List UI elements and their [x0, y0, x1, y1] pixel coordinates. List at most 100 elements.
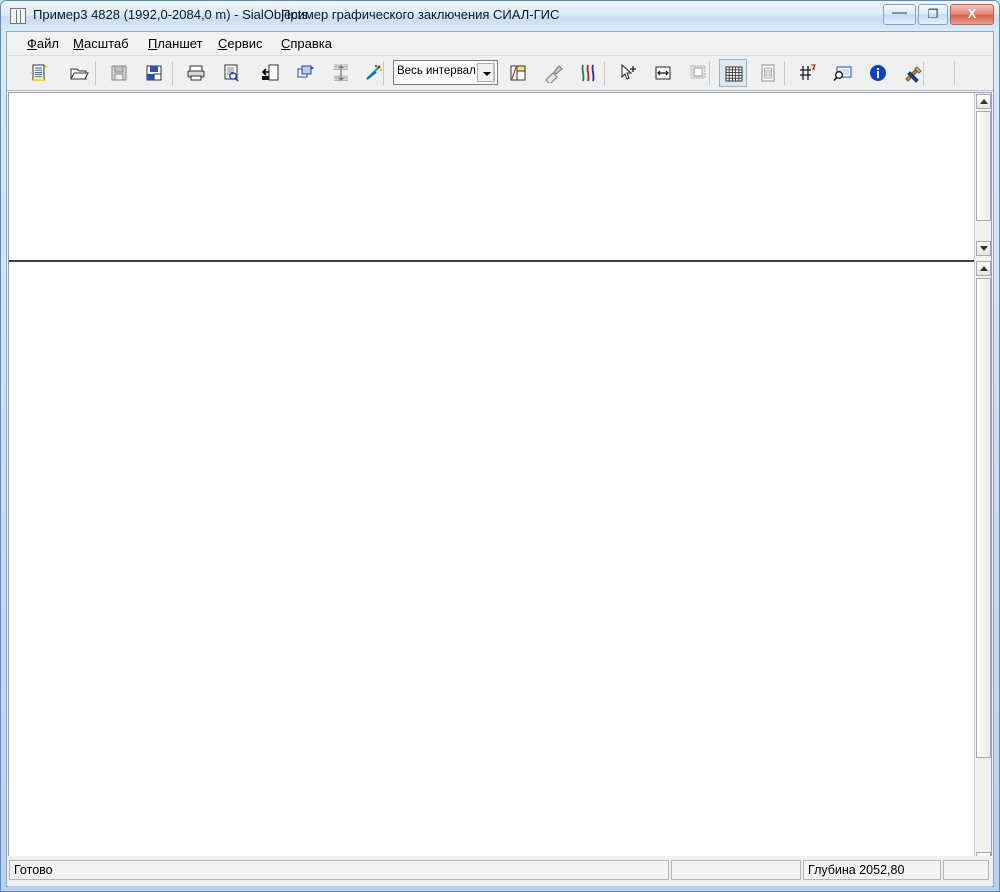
frame-icon — [758, 63, 778, 83]
document-area — [8, 92, 992, 869]
open-folder-icon — [69, 63, 89, 83]
toolbar-button-tools[interactable] — [899, 59, 927, 87]
body-scroll-thumb[interactable] — [976, 278, 991, 758]
body-scrollbar[interactable] — [974, 260, 991, 868]
toolbar-separator-3 — [493, 61, 494, 85]
settings-grid-icon — [800, 64, 816, 80]
print-preview-icon — [221, 63, 241, 83]
status-pane-4 — [943, 860, 989, 880]
toolbar-button-fit-page[interactable] — [684, 59, 712, 87]
vertical-scale-icon — [331, 63, 351, 83]
toolbar-button-frame[interactable] — [754, 59, 782, 87]
menu-item-1[interactable]: Масштаб — [73, 36, 129, 51]
toolbar-button-insert-curve[interactable] — [257, 59, 285, 87]
header-scroll-thumb[interactable] — [976, 111, 991, 221]
header-graphics — [9, 93, 975, 259]
tools-icon — [905, 66, 922, 83]
fit-page-icon — [688, 63, 708, 83]
toolbar-button-brush[interactable] — [539, 59, 567, 87]
chevron-down-icon[interactable] — [477, 63, 495, 82]
menu-bar: Файл Масштаб Планшет Сервис Справка — [7, 32, 993, 56]
print-icon — [187, 65, 205, 81]
print-icon — [186, 63, 206, 83]
save-icon — [111, 65, 127, 81]
toolbar-button-info[interactable] — [864, 59, 892, 87]
new-document-icon — [30, 64, 48, 81]
insert-curve-icon — [261, 63, 281, 83]
toolbar-separator-2 — [383, 61, 384, 85]
client-area: Файл Масштаб Планшет Сервис Справка Весь инт… — [6, 31, 994, 887]
log-body-pane — [9, 260, 975, 868]
curve-edit-icon — [364, 63, 384, 83]
toolbar-button-settings-grid[interactable] — [794, 59, 822, 87]
toolbar-button-grid[interactable] — [719, 59, 747, 87]
insert-curve-icon — [261, 64, 279, 81]
status-depth: Глубина 2052,80 — [803, 860, 941, 880]
select-move-icon — [618, 63, 638, 83]
toolbar-separator-7 — [923, 61, 924, 85]
toolbar-button-fit-width[interactable] — [649, 59, 677, 87]
select-move-icon — [621, 63, 636, 80]
toolbar-button-curves[interactable] — [574, 59, 602, 87]
grid-icon — [725, 66, 743, 82]
header-scrollbar[interactable] — [974, 93, 991, 259]
toolbar-button-vertical-scale[interactable] — [327, 59, 355, 87]
header-scroll-up-button[interactable] — [976, 94, 991, 109]
toolbar-button-save-as[interactable] — [140, 59, 168, 87]
toolbar-separator-6 — [784, 61, 785, 85]
save-as-icon — [144, 63, 164, 83]
toolbar-button-screen-zoom[interactable] — [829, 59, 857, 87]
window-title: Пример3 4828 (1992,0-2084,0 m) - SialObj… — [33, 7, 308, 22]
toolbar-button-open-folder[interactable] — [65, 59, 93, 87]
curves-icon — [578, 63, 598, 83]
header-pane — [9, 93, 975, 259]
settings-grid-icon — [798, 63, 818, 83]
toolbar-button-print[interactable] — [182, 59, 210, 87]
close-icon: X — [967, 6, 977, 21]
toolbar-button-save[interactable] — [105, 59, 133, 87]
interval-combo[interactable]: Весь интервал — [393, 60, 498, 85]
open-folder-icon — [70, 68, 89, 80]
tools-icon — [903, 63, 923, 83]
fit-width-icon — [655, 66, 671, 80]
vertical-scale-icon — [334, 64, 348, 81]
fit-page-icon — [690, 65, 706, 79]
curves-icon — [581, 64, 595, 82]
menu-item-4[interactable]: Справка — [281, 36, 332, 51]
menu-item-3[interactable]: Сервис — [218, 36, 263, 51]
toolbar-separator-0 — [95, 61, 96, 85]
menu-item-2[interactable]: Планшет — [148, 36, 203, 51]
interval-combo-value: Весь интервал — [397, 65, 476, 77]
close-button[interactable]: X — [950, 4, 994, 25]
toolbar: Весь интервал — [7, 56, 993, 91]
grid-icon — [724, 64, 744, 84]
menu-item-0[interactable]: Файл — [27, 36, 59, 51]
toolbar-separator-4 — [604, 61, 605, 85]
screen-zoom-icon — [833, 63, 853, 83]
toolbar-button-new-document[interactable] — [25, 59, 53, 87]
toolbar-separator-8 — [954, 61, 955, 85]
minimize-icon: — — [892, 4, 907, 21]
minimize-button[interactable]: — — [883, 4, 916, 25]
header-scroll-down-button[interactable] — [976, 241, 991, 256]
toolbar-button-curve-edit[interactable] — [360, 59, 388, 87]
status-ready: Готово — [9, 860, 669, 880]
toolbar-separator-1 — [172, 61, 173, 85]
copy-layout-icon — [297, 65, 314, 78]
save-icon — [109, 63, 129, 83]
save-as-icon — [146, 65, 162, 81]
info-icon — [868, 63, 888, 83]
new-document-icon — [29, 63, 49, 83]
toolbar-button-select-move[interactable] — [614, 59, 642, 87]
toolbar-button-table-layout[interactable] — [504, 59, 532, 87]
table-layout-icon — [510, 65, 526, 81]
curve-edit-icon — [366, 64, 383, 80]
maximize-icon: ❐ — [927, 7, 939, 21]
toolbar-button-print-preview[interactable] — [217, 59, 245, 87]
toolbar-button-copy-layout[interactable] — [292, 59, 320, 87]
status-pane-2 — [671, 860, 801, 880]
body-scroll-up-button[interactable] — [976, 261, 991, 276]
maximize-button[interactable]: ❐ — [918, 4, 948, 25]
toolbar-separator-5 — [709, 61, 710, 85]
title-bar: Пример3 4828 (1992,0-2084,0 m) - SialObj… — [1, 1, 999, 31]
